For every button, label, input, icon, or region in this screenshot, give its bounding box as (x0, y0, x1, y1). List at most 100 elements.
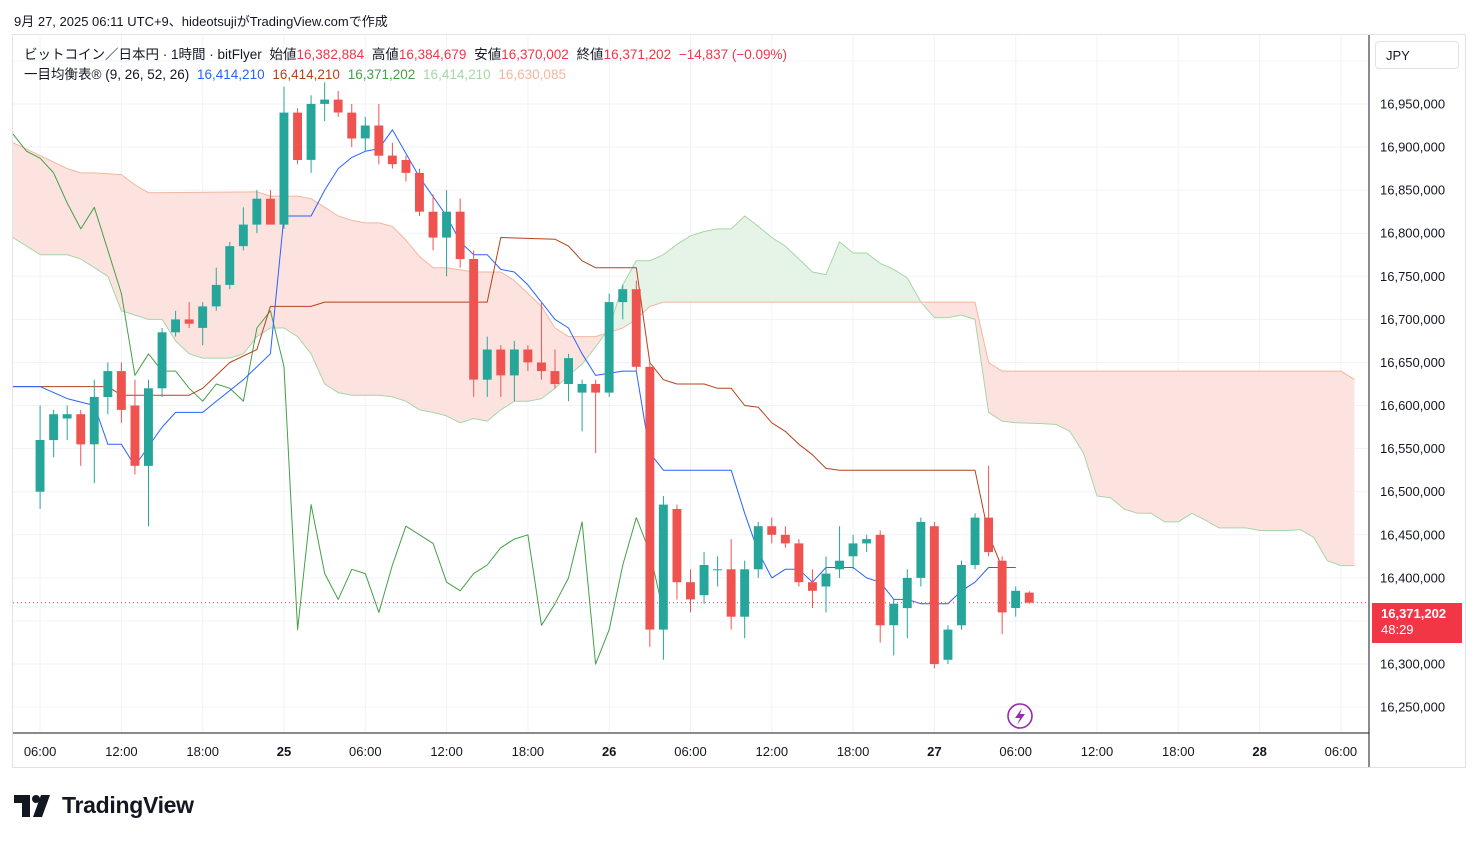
candle-body (997, 560, 1007, 613)
candle-body (577, 384, 587, 393)
candle (171, 310, 180, 337)
time-tick-label: 06:00 (999, 744, 1032, 759)
legend-low-label: 安値 (474, 47, 502, 62)
candle (184, 302, 194, 328)
candle-body (726, 569, 736, 617)
candle-body (306, 103, 316, 160)
candle (672, 504, 682, 600)
chart-frame[interactable] (12, 34, 1466, 768)
candle (686, 569, 695, 613)
candle-body (198, 306, 208, 328)
candle-body (753, 526, 763, 570)
candle (320, 82, 330, 122)
candle-body (740, 569, 750, 617)
candle-body (902, 577, 912, 609)
price-tick-label: 16,550,000 (1380, 441, 1445, 456)
candle (469, 250, 479, 397)
price-tick-label: 16,800,000 (1380, 226, 1445, 241)
candle-body (713, 569, 722, 571)
ichimoku-kijun-value: 16,414,210 (272, 67, 340, 82)
candle (103, 362, 113, 415)
candle (591, 379, 601, 453)
legend: ビットコイン／日本円 · 1時間 · bitFlyer 始値16,382,884… (24, 45, 791, 85)
ichimoku-lines (12, 129, 1368, 665)
candle-body (225, 246, 235, 285)
lightning-icon[interactable] (1007, 703, 1033, 729)
ichimoku-label[interactable]: 一目均衡表® (9, 26, 52, 26) (24, 67, 190, 82)
candle (577, 379, 587, 432)
candle (916, 517, 926, 587)
candle (49, 409, 59, 458)
legend-high-label: 高値 (371, 47, 399, 62)
legend-open-label: 始値 (269, 47, 297, 62)
tenkan-line (13, 129, 1016, 605)
kijun-line (13, 237, 1016, 568)
candle (144, 379, 153, 527)
candle (509, 340, 519, 402)
legend-low-value: 16,370,002 (501, 47, 569, 62)
candle (794, 539, 804, 587)
price-tick-label: 16,400,000 (1380, 570, 1445, 585)
candle-body (523, 349, 533, 363)
price-tick-label: 16,600,000 (1380, 398, 1445, 413)
candle (252, 190, 262, 234)
tradingview-logo[interactable]: TradingView (14, 792, 194, 819)
candle (482, 336, 492, 397)
candle-body (604, 302, 614, 393)
price-tick-label: 16,900,000 (1380, 140, 1445, 155)
time-tick-label: 06:00 (24, 744, 57, 759)
candle-body (794, 543, 804, 583)
candle (848, 534, 858, 570)
candle-body (171, 319, 180, 333)
legend-ichimoku-row: 一目均衡表® (9, 26, 52, 26) 16,414,210 16,414… (24, 65, 791, 85)
candle-body (672, 509, 682, 583)
candle-body (374, 125, 384, 156)
lightning-icon-bolt (1015, 708, 1025, 725)
candles (35, 82, 1034, 669)
candle-body (509, 349, 519, 376)
candle-body (957, 565, 966, 626)
candle-body (279, 112, 289, 225)
candle (929, 521, 939, 669)
legend-ohlc-row: ビットコイン／日本円 · 1時間 · bitFlyer 始値16,382,884… (24, 45, 791, 65)
candle-body (130, 405, 140, 466)
candle (89, 379, 99, 484)
candle (116, 362, 126, 423)
candle-body (103, 371, 113, 397)
candle-body (49, 414, 59, 441)
lagging-span-line (12, 133, 664, 665)
ichimoku-lagging-value: 16,371,202 (347, 67, 416, 82)
tradingview-logo-text: TradingView (62, 792, 194, 818)
candle (970, 513, 980, 570)
time-tick-label: 25 (277, 744, 291, 759)
candle-body (62, 414, 72, 419)
time-tick-label: 12:00 (756, 744, 789, 759)
candle (564, 353, 573, 402)
candle (442, 190, 451, 277)
price-tick-label: 16,700,000 (1380, 312, 1445, 327)
cloud-bull-region (605, 216, 925, 334)
legend-close-value: 16,371,202 (603, 47, 672, 62)
candle-body (658, 504, 668, 630)
candle (835, 526, 844, 578)
time-tick-label: 28 (1252, 744, 1266, 759)
candle-body (645, 366, 655, 630)
candle-body (808, 582, 817, 591)
candle-body (835, 560, 844, 570)
legend-change: −14,837 (−0.09%) (678, 47, 787, 62)
candle (550, 349, 560, 389)
legend-symbol[interactable]: ビットコイン／日本円 · 1時間 · bitFlyer (24, 47, 262, 62)
ichimoku-span-a-value: 16,414,210 (423, 67, 491, 82)
candle-body (970, 517, 980, 565)
candle-body (333, 99, 343, 113)
ichimoku-tenkan-value: 16,414,210 (197, 67, 265, 82)
candle (306, 95, 316, 173)
price-tick-label: 16,750,000 (1380, 269, 1445, 284)
candle-body (916, 521, 926, 578)
candle-body (929, 526, 939, 665)
candle (699, 552, 709, 604)
candle-body (943, 629, 953, 660)
time-tick-label: 18:00 (1162, 744, 1195, 759)
currency-button[interactable]: JPY (1375, 41, 1459, 69)
